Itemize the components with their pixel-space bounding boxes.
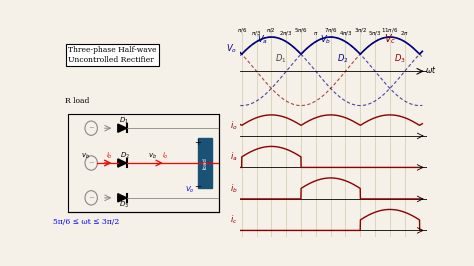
Text: $i_c$: $i_c$ [230, 214, 237, 226]
Text: ~: ~ [88, 125, 94, 131]
Text: Three-phase Half-wave
Uncontrolled Rectifier: Three-phase Half-wave Uncontrolled Recti… [68, 46, 156, 64]
Text: $D_2$: $D_2$ [337, 52, 349, 65]
Text: $11\pi/6$: $11\pi/6$ [381, 26, 399, 34]
Text: R load: R load [64, 97, 89, 105]
Text: $D_1$: $D_1$ [275, 52, 287, 65]
Text: $2\pi/3$: $2\pi/3$ [279, 29, 293, 37]
Text: $V_o$: $V_o$ [227, 43, 237, 55]
Text: $\pi/6$: $\pi/6$ [237, 26, 247, 34]
Text: $\omega t$: $\omega t$ [425, 64, 436, 75]
Text: ~: ~ [88, 160, 94, 166]
Polygon shape [118, 159, 127, 167]
Text: $D_2$: $D_2$ [119, 151, 129, 161]
Text: $5\pi/6$: $5\pi/6$ [294, 26, 308, 34]
Bar [198, 138, 212, 188]
Text: $\pi/2$: $\pi/2$ [266, 26, 276, 34]
Bar [68, 114, 219, 212]
Text: $5\pi/3$: $5\pi/3$ [368, 29, 382, 37]
Text: $3\pi/2$: $3\pi/2$ [354, 26, 367, 34]
Text: ~: ~ [88, 195, 94, 201]
Polygon shape [118, 124, 127, 132]
Text: $i_o$: $i_o$ [162, 151, 169, 161]
Text: $i_b$: $i_b$ [106, 151, 113, 161]
Text: $D_3$: $D_3$ [118, 200, 129, 210]
Text: $+$: $+$ [194, 136, 202, 147]
Text: $\mathit{V_b}$: $\mathit{V_b}$ [320, 33, 331, 46]
Text: load: load [202, 157, 207, 169]
Text: $\pi$: $\pi$ [313, 30, 319, 37]
Text: $4\pi/3$: $4\pi/3$ [338, 29, 352, 37]
Text: $v_b$: $v_b$ [148, 152, 157, 161]
Text: 5π/6 ≤ ωt ≤ 3π/2: 5π/6 ≤ ωt ≤ 3π/2 [53, 218, 119, 226]
Text: $i_o$: $i_o$ [230, 119, 237, 132]
Text: $\pi/3$: $\pi/3$ [251, 29, 262, 37]
Text: $\mathit{V_a}$: $\mathit{V_a}$ [256, 33, 267, 46]
Text: $D_3$: $D_3$ [394, 52, 406, 65]
Text: $i_b$: $i_b$ [230, 182, 237, 195]
Text: $2\pi$: $2\pi$ [400, 29, 409, 37]
Text: $\mathit{V_c}$: $\mathit{V_c}$ [384, 32, 396, 46]
Text: $7\pi/6$: $7\pi/6$ [324, 26, 337, 34]
Text: $-$: $-$ [194, 181, 202, 190]
Text: $V_o$: $V_o$ [185, 185, 195, 195]
Text: $i_a$: $i_a$ [230, 151, 237, 163]
Polygon shape [118, 194, 127, 202]
Text: $D_1$: $D_1$ [118, 116, 129, 126]
Text: $v_b$: $v_b$ [82, 152, 91, 161]
